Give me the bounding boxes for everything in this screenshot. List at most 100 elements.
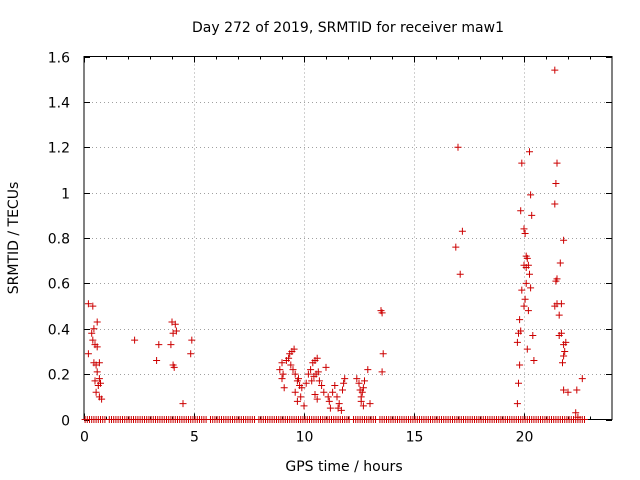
data-point bbox=[513, 338, 521, 346]
data-point bbox=[454, 143, 462, 151]
data-point bbox=[357, 397, 365, 405]
data-point bbox=[95, 375, 103, 383]
data-point bbox=[530, 357, 538, 365]
data-point bbox=[528, 211, 536, 219]
data-point bbox=[560, 352, 568, 360]
x-axis-label: GPS time / hours bbox=[285, 459, 402, 475]
data-point bbox=[556, 259, 564, 267]
data-point bbox=[578, 375, 586, 383]
data-point bbox=[333, 393, 341, 401]
data-point bbox=[93, 318, 101, 326]
y-tick-label: 0.4 bbox=[48, 323, 70, 339]
data-point bbox=[313, 395, 321, 403]
data-point bbox=[358, 388, 366, 396]
y-tick-label: 0.8 bbox=[48, 232, 70, 248]
chart-title: Day 272 of 2019, SRMTID for receiver maw… bbox=[192, 20, 504, 36]
x-tick-label: 20 bbox=[516, 430, 534, 446]
data-point bbox=[179, 400, 187, 408]
data-point bbox=[153, 357, 161, 365]
data-point bbox=[458, 227, 466, 235]
data-point bbox=[359, 402, 367, 410]
data-point bbox=[335, 400, 343, 408]
data-point bbox=[331, 381, 339, 389]
data-point bbox=[278, 375, 286, 383]
data-point bbox=[353, 375, 361, 383]
data-point bbox=[456, 270, 464, 278]
data-point bbox=[520, 302, 528, 310]
data-point bbox=[521, 295, 529, 303]
data-point bbox=[564, 388, 572, 396]
y-tick-label: 1.2 bbox=[48, 141, 70, 157]
data-point bbox=[88, 329, 96, 337]
data-point bbox=[278, 359, 286, 367]
data-point bbox=[295, 375, 302, 383]
data-points bbox=[81, 66, 588, 423]
data-point bbox=[378, 368, 386, 376]
data-point bbox=[90, 325, 98, 333]
data-point bbox=[513, 400, 521, 408]
grid-lines bbox=[84, 56, 612, 420]
data-point bbox=[521, 229, 529, 237]
data-point bbox=[562, 338, 570, 346]
data-point bbox=[553, 159, 561, 167]
data-point bbox=[572, 409, 580, 417]
data-point bbox=[560, 386, 568, 394]
data-point bbox=[187, 350, 195, 358]
data-point bbox=[339, 386, 346, 394]
x-tick-label: 15 bbox=[406, 430, 424, 446]
data-point bbox=[337, 406, 345, 414]
data-point bbox=[329, 388, 337, 396]
y-tick-label: 0 bbox=[61, 414, 70, 430]
data-point bbox=[280, 384, 288, 392]
y-tick-label: 1.6 bbox=[48, 51, 70, 67]
data-point bbox=[287, 361, 295, 369]
data-point bbox=[318, 381, 326, 389]
data-point bbox=[84, 300, 92, 308]
x-tick-label: 10 bbox=[296, 430, 314, 446]
data-point bbox=[93, 368, 101, 376]
data-point-zero bbox=[581, 416, 588, 423]
data-point bbox=[355, 379, 363, 387]
data-point bbox=[279, 370, 287, 378]
data-point bbox=[308, 377, 316, 385]
data-point bbox=[89, 302, 97, 310]
data-point bbox=[551, 66, 559, 74]
data-point bbox=[131, 336, 139, 344]
data-point bbox=[524, 307, 532, 315]
data-point bbox=[188, 336, 196, 344]
data-point bbox=[290, 345, 298, 353]
data-point bbox=[557, 300, 565, 308]
data-point bbox=[171, 320, 179, 328]
data-point bbox=[289, 366, 297, 374]
data-point bbox=[170, 363, 178, 371]
x-tick-label: 5 bbox=[190, 430, 199, 446]
data-point bbox=[559, 359, 566, 367]
data-point bbox=[325, 397, 333, 405]
data-point bbox=[326, 404, 334, 412]
data-point bbox=[291, 388, 299, 396]
data-point bbox=[97, 379, 104, 387]
data-point bbox=[364, 366, 372, 374]
y-tick-label: 0.2 bbox=[48, 368, 70, 384]
data-point bbox=[315, 377, 323, 385]
data-point bbox=[89, 336, 97, 344]
x-tick-label: 0 bbox=[80, 430, 89, 446]
data-point bbox=[172, 327, 180, 335]
data-point bbox=[300, 402, 308, 410]
data-point bbox=[98, 395, 106, 403]
y-tick-label: 1 bbox=[61, 187, 70, 203]
data-point bbox=[518, 286, 526, 294]
data-point bbox=[167, 341, 175, 349]
data-point bbox=[526, 270, 533, 278]
data-point bbox=[526, 148, 533, 156]
data-point bbox=[285, 354, 293, 362]
data-point bbox=[304, 370, 312, 378]
data-point bbox=[298, 384, 306, 392]
data-point bbox=[524, 261, 532, 269]
data-point bbox=[322, 363, 330, 371]
data-point bbox=[378, 309, 386, 317]
data-point bbox=[557, 329, 565, 337]
data-point bbox=[523, 254, 531, 262]
data-point bbox=[340, 379, 348, 387]
data-point bbox=[516, 361, 524, 369]
